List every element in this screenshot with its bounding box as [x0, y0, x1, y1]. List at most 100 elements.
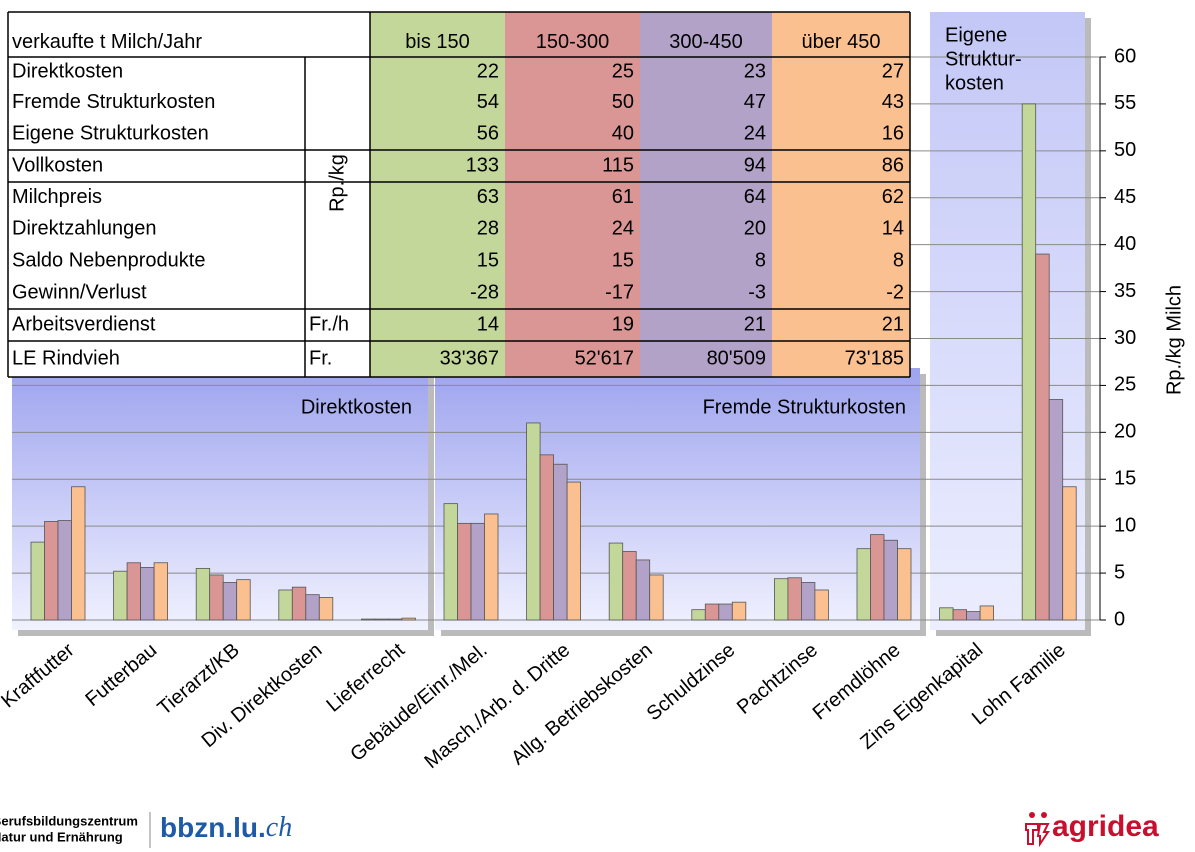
panel-label: Eigene: [945, 24, 1007, 46]
bar: [209, 574, 224, 621]
bar: [608, 542, 624, 621]
bar: [470, 522, 485, 621]
table-header: 150-300: [536, 31, 609, 53]
table-cell: 14: [477, 313, 499, 335]
bar: [526, 422, 541, 621]
logo-brand-tld: ch: [266, 812, 292, 843]
y-tick-label: 45: [1114, 186, 1136, 208]
bar: [457, 522, 472, 621]
bar: [704, 603, 720, 621]
table-cell: 54: [477, 91, 499, 113]
table-cell: 16: [882, 122, 904, 144]
bar: [30, 541, 45, 621]
table-cell: 86: [882, 154, 904, 176]
y-tick-label: 30: [1114, 327, 1136, 349]
bar: [952, 609, 967, 621]
bar: [1048, 399, 1064, 621]
table: verkaufte t Milch/Jahr bis 150 150-300 300-…: [7, 11, 911, 378]
logo-text: Natur und Ernährung: [0, 829, 123, 844]
x-tick-label: Lieferrecht: [322, 639, 409, 717]
bar: [222, 582, 238, 621]
bar: [153, 562, 169, 621]
y-tick-label: 35: [1114, 280, 1136, 302]
table-unit: Fr./h: [309, 313, 349, 335]
table-cell: 15: [612, 249, 634, 271]
table-cell: 50: [612, 91, 634, 113]
table-cell: 21: [882, 313, 904, 335]
logo-brand-main: bbzn.lu.: [160, 812, 266, 843]
table-cell: 28: [477, 217, 499, 239]
bar: [195, 567, 211, 621]
table-row-label: Saldo Nebenprodukte: [12, 249, 205, 271]
table-row-label: Gewinn/Verlust: [12, 281, 147, 303]
table-cell: 61: [612, 186, 634, 208]
bar: [691, 609, 706, 621]
x-tick-label: Allg. Betriebskosten: [507, 639, 657, 769]
table-column-bg: [640, 12, 772, 377]
table-header: bis 150: [405, 31, 470, 53]
bar: [278, 589, 293, 621]
table-header: 300-450: [669, 31, 742, 53]
table-cell: -28: [470, 281, 499, 303]
bar: [318, 597, 334, 621]
y-tick-label: 55: [1114, 92, 1136, 114]
bar: [979, 605, 994, 621]
panel-label: kosten: [945, 72, 1004, 94]
logo-agridea: agridea: [1052, 810, 1159, 843]
bar: [1062, 486, 1077, 621]
bar: [718, 603, 733, 621]
y-tick-label: 10: [1114, 514, 1136, 536]
table-row-label: Vollkosten: [12, 154, 103, 176]
x-tick-label: Masch./Arb. d. Dritte: [420, 639, 574, 773]
table-cell: 24: [612, 217, 634, 239]
table-cell: 73'185: [845, 347, 904, 369]
bar: [126, 562, 141, 621]
bar: [801, 582, 816, 621]
table-cell: -2: [886, 281, 904, 303]
logo-brand: bbzn.lu.ch: [160, 812, 292, 843]
table-cell: 25: [612, 60, 634, 82]
bar: [1035, 253, 1050, 621]
table-cell: 19: [612, 313, 634, 335]
bar: [140, 567, 155, 621]
bar: [870, 534, 885, 621]
bar: [787, 577, 802, 621]
table-cell: 15: [477, 249, 499, 271]
table-cell: 24: [744, 122, 766, 144]
table-title: verkaufte t Milch/Jahr: [12, 31, 202, 53]
bar: [291, 586, 307, 621]
bar: [814, 589, 829, 621]
table-cell: 8: [755, 249, 766, 271]
table-unit: Fr.: [309, 347, 332, 369]
bar: [635, 559, 651, 621]
bar: [897, 548, 912, 621]
bar: [374, 618, 389, 621]
table-cell: 80'509: [707, 347, 766, 369]
table-row-label: Milchpreis: [12, 186, 102, 208]
x-tick-label: Kraftfutter: [0, 639, 79, 713]
table-cell: 43: [882, 91, 904, 113]
table-row-label: Eigene Strukturkosten: [12, 122, 209, 144]
bar: [883, 539, 898, 621]
x-tick-label: Futterbau: [81, 639, 161, 711]
table-cell: 62: [882, 186, 904, 208]
table-cell: -17: [605, 281, 634, 303]
y-tick-label: 15: [1114, 468, 1136, 490]
table-cell: -3: [748, 281, 766, 303]
y-tick-label: 5: [1114, 561, 1125, 583]
panel-label: Fremde Strukturkosten: [703, 396, 906, 418]
y-tick-label: 20: [1114, 421, 1136, 443]
table-cell: 8: [893, 249, 904, 271]
bar: [305, 594, 320, 621]
table-cell: 20: [744, 217, 766, 239]
bar: [387, 618, 403, 621]
table-cell: 23: [744, 60, 766, 82]
panel-label: Direktkosten: [301, 396, 412, 418]
bar: [649, 574, 664, 621]
table-bg: [8, 12, 370, 377]
table-cell: 47: [744, 91, 766, 113]
bar: [939, 607, 954, 621]
bar: [57, 520, 72, 621]
